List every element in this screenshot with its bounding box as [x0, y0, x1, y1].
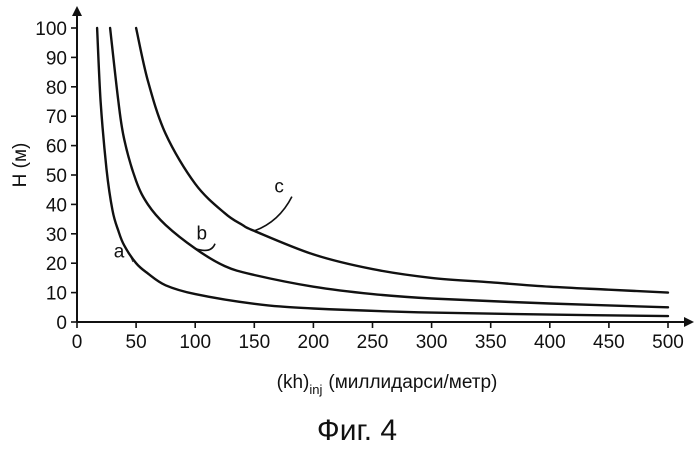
- x-tick-label: 350: [475, 332, 507, 353]
- y-tick-label: 90: [46, 48, 67, 69]
- x-axis-arrow: [684, 317, 694, 327]
- x-tick-label: 200: [298, 332, 330, 353]
- series-line-b: [110, 28, 668, 307]
- y-tick-label: 0: [56, 313, 67, 334]
- y-tick-label: 10: [46, 284, 67, 305]
- y-tick-label: 50: [46, 166, 67, 187]
- curve-label-a: a: [114, 241, 125, 262]
- x-tick-label: 0: [72, 332, 83, 353]
- x-axis-title-units: (миллидарси/метр): [328, 372, 497, 393]
- y-tick-label: 30: [46, 225, 67, 246]
- y-axis-title: H (м): [10, 143, 31, 188]
- x-tick-label: 400: [534, 332, 566, 353]
- y-tick-label: 70: [46, 107, 67, 128]
- y-tick-label: 60: [46, 137, 67, 158]
- y-axis: 0 10 20 30 40 50 60 70 80 90 100: [35, 6, 82, 334]
- x-tick-label: 250: [357, 332, 389, 353]
- curve-label-c: c: [274, 177, 284, 198]
- figure-caption: Фиг. 4: [317, 414, 397, 447]
- chart-figure: 0 50 100 150 200 250 300 350 400 450 500 0 10 20 30 40…: [0, 0, 699, 450]
- series-group: [97, 28, 668, 316]
- y-tick-label: 80: [46, 78, 67, 99]
- x-axis-title-main: (kh): [277, 372, 310, 393]
- curve-label-leader-b: [195, 244, 215, 251]
- curve-label-leader-c: [254, 197, 292, 231]
- x-tick-label: 150: [238, 332, 270, 353]
- y-tick-label: 40: [46, 195, 67, 216]
- y-axis-arrow: [72, 6, 82, 16]
- x-axis-title-sub: inj: [309, 382, 322, 397]
- x-axis-title: (kh)inj (миллидарси/метр): [277, 372, 498, 397]
- curve-label-b: b: [196, 224, 207, 245]
- x-tick-label: 50: [126, 332, 147, 353]
- x-tick-label: 500: [652, 332, 684, 353]
- x-axis: 0 50 100 150 200 250 300 350 400 450 500: [72, 317, 694, 353]
- x-tick-label: 450: [593, 332, 625, 353]
- series-line-a: [97, 28, 668, 316]
- y-tick-label: 20: [46, 254, 67, 275]
- x-tick-label: 300: [416, 332, 448, 353]
- x-tick-label: 100: [179, 332, 211, 353]
- series-line-c: [136, 28, 668, 293]
- y-tick-label: 100: [35, 19, 67, 40]
- curve-label-leader-a: [124, 246, 132, 262]
